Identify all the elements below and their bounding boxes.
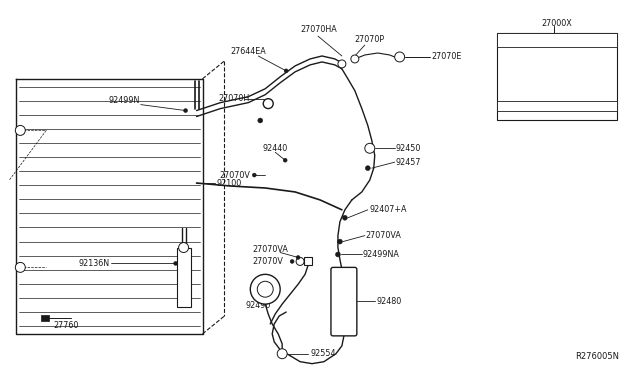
Text: 92480: 92480 bbox=[377, 296, 402, 306]
Circle shape bbox=[15, 125, 26, 135]
Circle shape bbox=[179, 243, 189, 253]
Text: 92450: 92450 bbox=[396, 144, 421, 153]
Text: 92457: 92457 bbox=[396, 158, 421, 167]
Circle shape bbox=[335, 252, 340, 257]
Circle shape bbox=[173, 262, 178, 265]
Text: 27070V: 27070V bbox=[252, 257, 283, 266]
FancyBboxPatch shape bbox=[331, 267, 357, 336]
Text: 27644EA: 27644EA bbox=[230, 46, 266, 55]
Circle shape bbox=[184, 109, 188, 113]
Circle shape bbox=[284, 69, 288, 73]
Circle shape bbox=[338, 60, 346, 68]
Circle shape bbox=[252, 173, 256, 177]
Text: 27070HA: 27070HA bbox=[300, 25, 337, 34]
Circle shape bbox=[257, 281, 273, 297]
Text: 92136N: 92136N bbox=[78, 259, 109, 268]
Text: 27070VA: 27070VA bbox=[366, 231, 402, 240]
Text: 27070E: 27070E bbox=[431, 52, 462, 61]
Text: 27070H: 27070H bbox=[218, 94, 250, 103]
Circle shape bbox=[351, 55, 359, 63]
Text: 92490: 92490 bbox=[245, 301, 271, 310]
Bar bbox=[497, 101, 617, 110]
Circle shape bbox=[296, 257, 304, 265]
Circle shape bbox=[283, 158, 287, 162]
Text: 92100: 92100 bbox=[216, 179, 242, 187]
Text: 27070V: 27070V bbox=[220, 171, 250, 180]
Text: 27070P: 27070P bbox=[355, 35, 385, 44]
Circle shape bbox=[395, 52, 404, 62]
Text: 92499N: 92499N bbox=[109, 96, 140, 105]
Text: 27760: 27760 bbox=[53, 321, 79, 330]
Bar bbox=[304, 257, 312, 265]
Circle shape bbox=[337, 239, 342, 244]
Text: 27070VA: 27070VA bbox=[252, 245, 288, 254]
Text: 92440: 92440 bbox=[262, 144, 287, 153]
Circle shape bbox=[263, 99, 273, 109]
Circle shape bbox=[365, 166, 371, 171]
Bar bbox=[177, 247, 191, 307]
Text: 92554: 92554 bbox=[310, 349, 335, 358]
Circle shape bbox=[296, 256, 300, 259]
Text: 92407+A: 92407+A bbox=[370, 205, 407, 214]
Text: CAUTION: CAUTION bbox=[545, 103, 570, 108]
Bar bbox=[41, 315, 49, 321]
Circle shape bbox=[258, 118, 263, 123]
Bar bbox=[497, 33, 617, 47]
Circle shape bbox=[290, 259, 294, 263]
Circle shape bbox=[277, 349, 287, 359]
Circle shape bbox=[15, 262, 26, 272]
Text: 27000X: 27000X bbox=[541, 19, 572, 28]
Circle shape bbox=[250, 274, 280, 304]
Circle shape bbox=[342, 215, 348, 220]
Bar bbox=[497, 33, 617, 121]
Text: AIR CONDITIONER: AIR CONDITIONER bbox=[530, 38, 584, 43]
Text: 92499NA: 92499NA bbox=[363, 250, 400, 259]
Circle shape bbox=[365, 143, 375, 153]
Text: R276005N: R276005N bbox=[575, 352, 619, 361]
